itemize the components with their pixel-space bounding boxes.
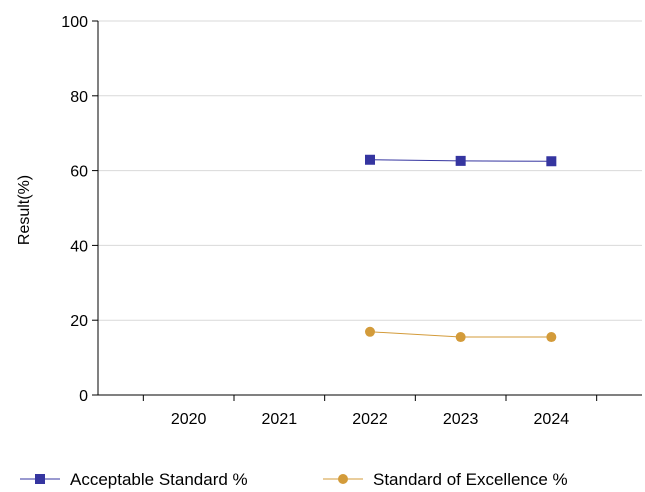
y-tick-label: 60: [70, 164, 88, 181]
legend-item: Acceptable Standard %: [20, 470, 248, 489]
y-tick-label: 100: [61, 14, 88, 31]
y-axis-label: Result(%): [16, 175, 33, 245]
y-tick-label: 0: [79, 388, 88, 405]
legend-item: Standard of Excellence %: [323, 470, 568, 489]
x-tick-label: 2023: [443, 411, 479, 428]
y-tick-label: 80: [70, 89, 88, 106]
data-point: [365, 154, 375, 165]
legend-label: Standard of Excellence %: [373, 470, 568, 489]
legend-label: Acceptable Standard %: [70, 470, 248, 489]
data-point: [546, 156, 557, 167]
x-tick-label: 2020: [171, 411, 207, 428]
y-tick-labels: 0 20 40 60 80 100: [61, 14, 88, 405]
x-tick-label: 2022: [352, 411, 388, 428]
x-tick-labels: 2020 2021 2022 2023 2024: [171, 411, 569, 428]
legend: Acceptable Standard % Standard of Excelle…: [20, 470, 568, 489]
y-tick-label: 40: [70, 238, 88, 255]
data-point: [365, 326, 375, 337]
series-group: [365, 154, 557, 343]
data-point: [546, 332, 557, 343]
y-tick-label: 20: [70, 313, 88, 330]
legend-marker: [338, 474, 348, 484]
x-tick-label: 2024: [534, 411, 570, 428]
axes: [92, 20, 642, 401]
data-point: [455, 155, 466, 166]
gridlines: [98, 20, 642, 321]
x-tick-label: 2021: [262, 411, 298, 428]
series-acceptable-standard: [365, 154, 557, 167]
series-standard-of-excellence: [365, 326, 557, 343]
data-point: [455, 332, 466, 343]
legend-marker: [35, 474, 45, 484]
